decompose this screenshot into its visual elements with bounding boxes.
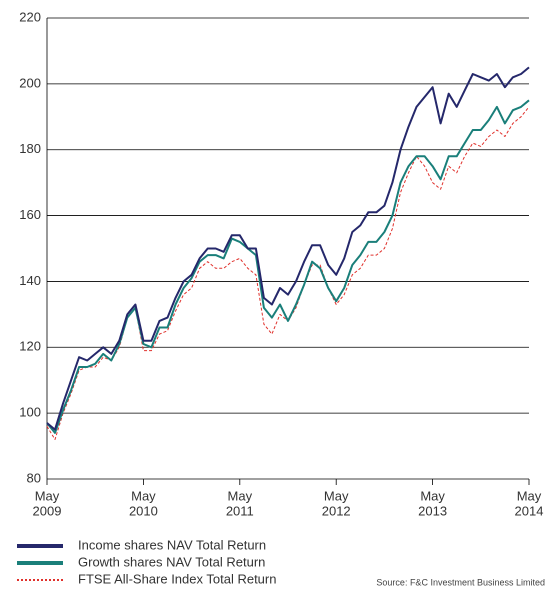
x-tick-label: May bbox=[228, 488, 253, 503]
x-tick-label: 2011 bbox=[226, 503, 254, 518]
series-line bbox=[46, 99, 530, 434]
y-tick-label: 160 bbox=[19, 207, 41, 222]
x-tick-label: May bbox=[131, 488, 156, 503]
x-tick-label: 2014 bbox=[515, 503, 544, 518]
y-tick-label: 220 bbox=[19, 9, 41, 24]
y-tick-label: 80 bbox=[27, 470, 41, 485]
y-tick-label: 200 bbox=[19, 75, 41, 90]
x-tick-label: 2009 bbox=[33, 503, 62, 518]
source-note: Source: F&C Investment Business Limited bbox=[376, 577, 545, 587]
legend-label: FTSE All-Share Index Total Return bbox=[78, 571, 276, 586]
legend-label: Growth shares NAV Total Return bbox=[78, 554, 265, 569]
y-tick-label: 100 bbox=[19, 405, 41, 420]
y-tick-label: 140 bbox=[19, 273, 41, 288]
legend-label: Income shares NAV Total Return bbox=[78, 537, 266, 552]
x-tick-label: 2013 bbox=[418, 503, 447, 518]
x-tick-label: 2010 bbox=[129, 503, 158, 518]
y-tick-label: 180 bbox=[19, 141, 41, 156]
x-tick-label: May bbox=[324, 488, 349, 503]
x-tick-label: 2012 bbox=[322, 503, 351, 518]
x-tick-label: May bbox=[517, 488, 542, 503]
x-tick-label: May bbox=[420, 488, 445, 503]
x-tick-label: May bbox=[35, 488, 60, 503]
series-line bbox=[46, 66, 530, 431]
y-tick-label: 120 bbox=[19, 339, 41, 354]
